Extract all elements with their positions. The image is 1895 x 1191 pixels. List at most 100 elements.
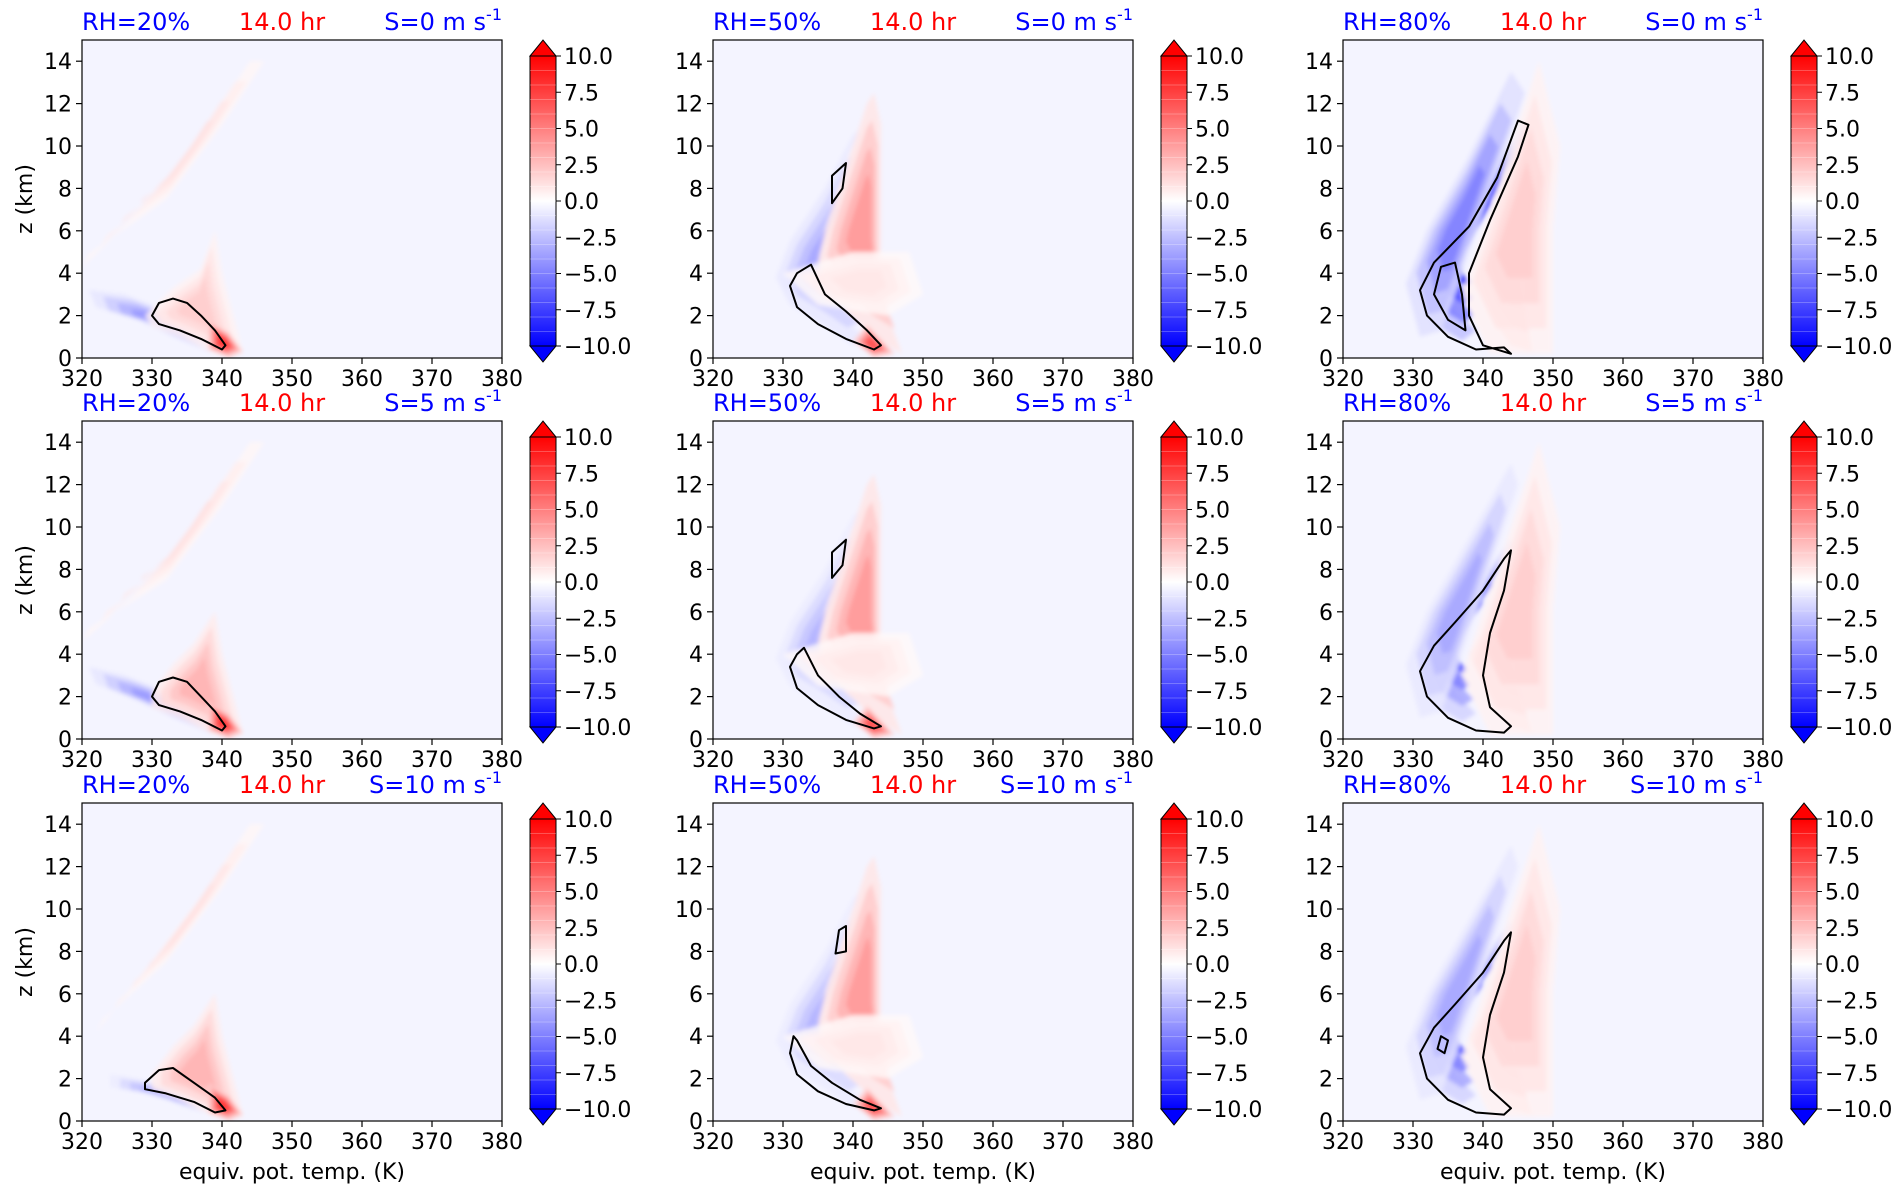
colorbar-max-extend — [1159, 802, 1189, 820]
y-tick-label: 10 — [1305, 135, 1333, 160]
contour-1 — [834, 925, 847, 955]
field-positive-3-level-3 — [140, 121, 214, 204]
y-axis-label: z (km) — [13, 164, 38, 234]
x-tick-label: 370 — [1042, 367, 1084, 392]
rh-label: RH=80% — [1343, 8, 1451, 36]
rh-label: RH=20% — [82, 771, 190, 799]
colorbar-tick-label: 7.5 — [1195, 462, 1230, 487]
colorbar-tick-label: 2.5 — [1195, 917, 1230, 942]
x-tick-label: 350 — [271, 748, 313, 773]
contour-0 — [1419, 549, 1512, 734]
colorbar-tick-label: 2.5 — [1825, 535, 1860, 560]
x-tick-label: 360 — [1602, 748, 1644, 773]
colorbar-tick-label: −10.0 — [564, 716, 631, 741]
colorbar-tick-label: −7.5 — [1825, 680, 1878, 705]
colorbar-tick-label: 10.0 — [564, 426, 613, 451]
colorbar-tick-label: 0.0 — [1195, 953, 1230, 978]
shear-label: S=10 m s-1 — [1630, 768, 1763, 799]
x-tick-label: 350 — [1532, 367, 1574, 392]
colorbar: 10.0 7.5 5.0 2.5 0.0 −2.5 −5.0 −7.5 −10.0 — [528, 802, 631, 1126]
colorbar-tick-label: −2.5 — [1195, 226, 1248, 251]
colorbar: 10.0 7.5 5.0 2.5 0.0 −2.5 −5.0 −7.5 −10.0 — [528, 39, 631, 363]
y-tick-label: 4 — [1319, 1025, 1333, 1050]
colorbar-tick-label: −2.5 — [564, 989, 617, 1014]
colorbar-tick-label: 2.5 — [564, 154, 599, 179]
y-tick-label: 6 — [58, 983, 72, 1008]
x-tick-label: 330 — [131, 1130, 173, 1155]
x-tick-label: 380 — [1112, 748, 1154, 773]
field-positive-2-level-3 — [830, 270, 887, 296]
colorbar-tick-label: 10.0 — [1825, 426, 1874, 451]
y-tick-label: 0 — [689, 1110, 703, 1135]
y-tick-label: 4 — [1319, 262, 1333, 287]
shear-label: S=5 m s-1 — [1015, 386, 1133, 417]
colorbar-tick-label: −7.5 — [1195, 680, 1248, 705]
colorbar-max-extend — [528, 420, 558, 438]
colorbar-tick-label: −10.0 — [564, 1098, 631, 1123]
y-tick-label: 4 — [689, 643, 703, 668]
time-label: 14.0 hr — [870, 771, 956, 799]
time-label: 14.0 hr — [239, 389, 325, 417]
x-tick-label: 350 — [271, 367, 313, 392]
colorbar-min-extend — [1789, 726, 1819, 744]
field-positive-3-level-3 — [147, 884, 216, 968]
x-tick-label: 360 — [1602, 367, 1644, 392]
x-tick-label: 340 — [201, 748, 243, 773]
x-tick-label: 380 — [1742, 748, 1784, 773]
colorbar-tick-label: −10.0 — [1825, 335, 1892, 360]
y-tick-label: 0 — [58, 347, 72, 372]
colorbar-tick-label: 5.0 — [564, 118, 599, 143]
x-tick-label: 340 — [201, 367, 243, 392]
x-tick-label: 320 — [1322, 1130, 1364, 1155]
y-tick-label: 0 — [689, 728, 703, 753]
x-tick-label: 340 — [1462, 748, 1504, 773]
x-tick-label: 320 — [692, 748, 734, 773]
shear-label: S=0 m s-1 — [384, 5, 502, 36]
contour-0 — [789, 263, 882, 351]
colorbar-tick-label: −7.5 — [1825, 1062, 1878, 1087]
x-tick-label: 340 — [1462, 1130, 1504, 1155]
field-positive-3-level-3 — [1496, 160, 1536, 278]
shear-label: S=5 m s-1 — [384, 386, 502, 417]
colorbar-tick-label: −2.5 — [564, 226, 617, 251]
plot-background — [82, 803, 502, 1121]
y-tick-label: 8 — [58, 177, 72, 202]
colorbar-tick-label: −10.0 — [564, 335, 631, 360]
x-tick-label: 360 — [341, 367, 383, 392]
x-tick-label: 360 — [341, 748, 383, 773]
y-tick-label: 12 — [44, 93, 72, 118]
colorbar-tick-label: −7.5 — [1195, 1062, 1248, 1087]
rh-label: RH=20% — [82, 8, 190, 36]
y-tick-label: 4 — [58, 643, 72, 668]
x-tick-label: 380 — [1742, 367, 1784, 392]
colorbar: 10.0 7.5 5.0 2.5 0.0 −2.5 −5.0 −7.5 −10.0 — [528, 420, 631, 744]
x-tick-label: 360 — [1602, 1130, 1644, 1155]
y-tick-label: 2 — [58, 686, 72, 711]
contour-0 — [789, 646, 882, 730]
contour-1 — [831, 538, 847, 579]
colorbar-tick-label: 2.5 — [1825, 917, 1860, 942]
colorbar-tick-label: 10.0 — [564, 45, 613, 70]
colorbar: 10.0 7.5 5.0 2.5 0.0 −2.5 −5.0 −7.5 −10.0 — [1789, 39, 1892, 363]
field-positive-1-level-3 — [179, 1038, 217, 1089]
y-tick-label: 12 — [44, 856, 72, 881]
y-tick-label: 6 — [689, 983, 703, 1008]
colorbar-tick-label: 5.0 — [1195, 118, 1230, 143]
x-tick-label: 370 — [1042, 1130, 1084, 1155]
shear-label: S=0 m s-1 — [1645, 5, 1763, 36]
colorbar-tick-label: 5.0 — [1825, 499, 1860, 524]
field-positive-2-level-3 — [217, 1096, 232, 1112]
x-tick-label: 340 — [832, 748, 874, 773]
x-tick-label: 330 — [762, 367, 804, 392]
colorbar-tick-label: −5.0 — [564, 644, 617, 669]
colorbar-tick-label: −2.5 — [1825, 989, 1878, 1014]
colorbar-tick-label: 2.5 — [1195, 154, 1230, 179]
y-tick-label: 6 — [58, 220, 72, 245]
colorbar-tick-label: 10.0 — [564, 808, 613, 833]
y-tick-label: 2 — [1319, 686, 1333, 711]
field-positive-2-level-3 — [830, 651, 887, 677]
colorbar-tick-label: 7.5 — [1195, 844, 1230, 869]
y-tick-label: 14 — [1305, 813, 1333, 838]
time-label: 14.0 hr — [870, 389, 956, 417]
